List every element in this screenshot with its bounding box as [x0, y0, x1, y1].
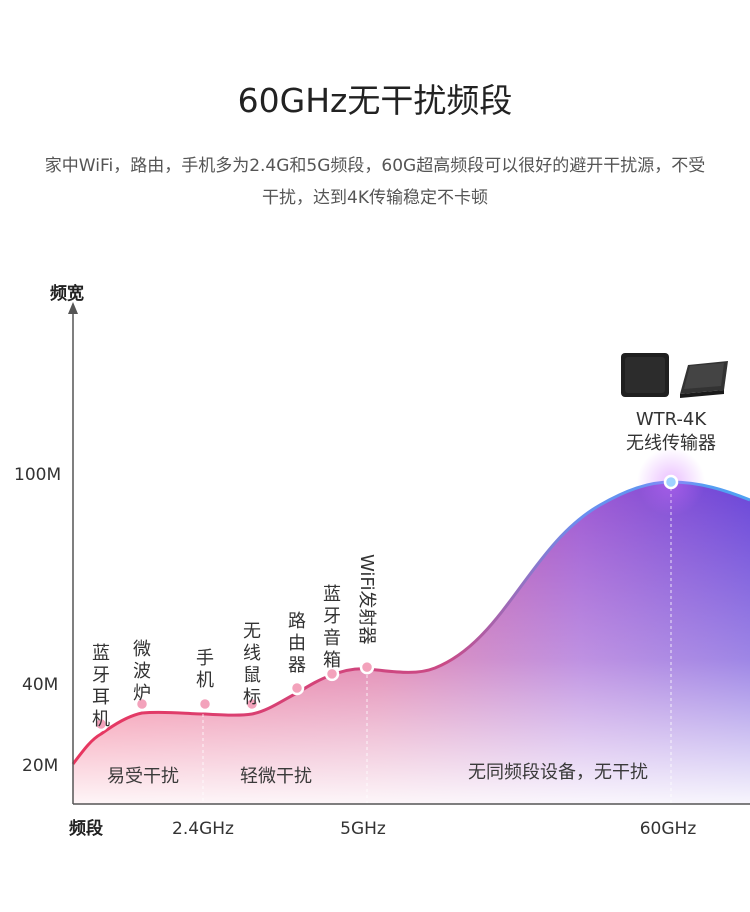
device-label: 路由器: [288, 611, 306, 676]
device-point: [359, 659, 375, 675]
device-point: [197, 696, 213, 712]
product-name: WTR-4K: [636, 409, 708, 430]
device-point: [93, 716, 109, 732]
x-tick-5ghz: 5GHz: [340, 819, 386, 839]
y-tick-100m: 100M: [14, 465, 61, 485]
page-title: 60GHz无干扰频段: [237, 81, 513, 120]
device-point: [244, 696, 260, 712]
device-point: [289, 680, 305, 696]
x-axis-title: 频段: [69, 818, 103, 839]
device-label: 蓝牙音箱: [323, 584, 341, 671]
device-label: 蓝牙耳机: [92, 643, 110, 730]
page-subtitle: 家中WiFi，路由，手机多为2.4G和5G频段，60G超高频段可以很好的避开干扰…: [44, 156, 706, 208]
device-points: [93, 474, 679, 732]
device-point: [663, 474, 679, 490]
x-tick-60ghz: 60GHz: [640, 819, 697, 839]
device-label: 手机: [196, 648, 214, 691]
region-label-light-interference: 轻微干扰: [240, 766, 312, 787]
region-label-interference: 易受干扰: [107, 766, 179, 787]
y-axis-arrow: [68, 302, 78, 314]
product-image: [621, 353, 728, 398]
device-point: [134, 696, 150, 712]
device-label: 无线鼠标: [243, 621, 261, 708]
device-label: WiFi发射器: [356, 554, 377, 644]
region-label-no-interference: 无同频段设备，无干扰: [468, 762, 648, 783]
bandwidth-area-fade: [73, 482, 750, 804]
product-desc: 无线传输器: [626, 433, 716, 454]
device-point: [324, 666, 340, 682]
x-tick-2-4ghz: 2.4GHz: [172, 819, 234, 839]
y-tick-20m: 20M: [22, 756, 58, 776]
y-tick-40m: 40M: [22, 675, 58, 695]
device-label: 微波炉: [133, 639, 151, 704]
y-axis-title: 频宽: [50, 283, 84, 304]
